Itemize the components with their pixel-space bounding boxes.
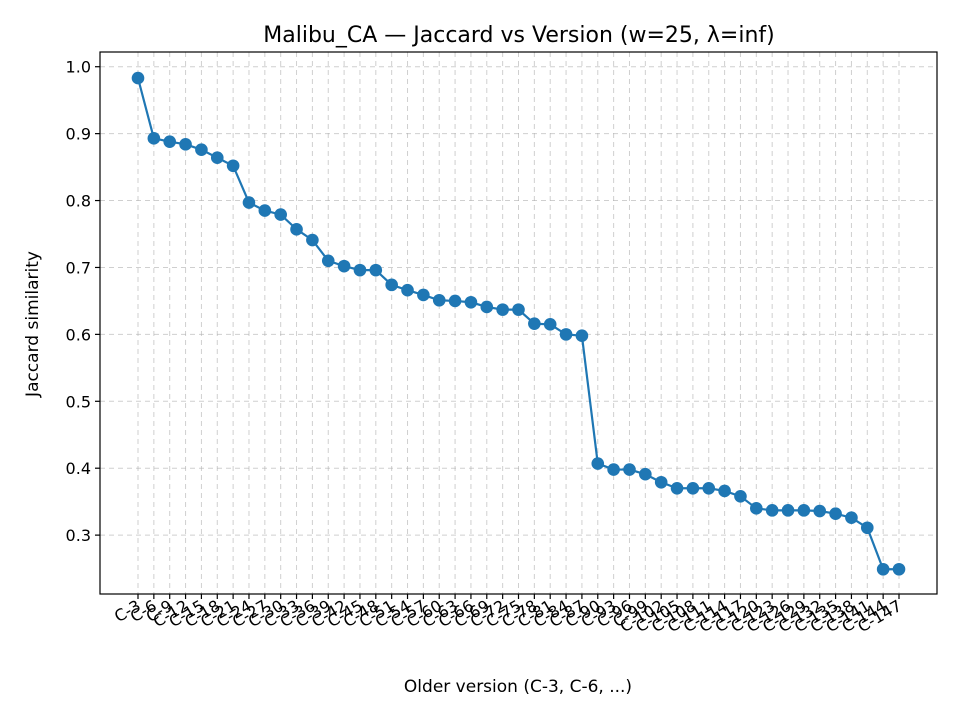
data-point xyxy=(734,490,747,503)
data-point xyxy=(591,457,605,470)
data-point xyxy=(670,481,684,495)
data-point xyxy=(829,507,842,521)
data-point xyxy=(718,484,731,498)
data-point xyxy=(337,259,351,273)
data-point xyxy=(623,463,636,476)
data-point xyxy=(860,521,874,535)
data-point xyxy=(242,196,256,209)
data-point xyxy=(290,223,303,236)
data-point xyxy=(845,511,858,525)
data-point xyxy=(607,463,620,476)
plot-frame xyxy=(99,51,938,595)
data-point xyxy=(210,151,224,165)
chart-title: Malibu_CA — Jaccard vs Version (w=25, λ=… xyxy=(263,23,774,48)
y-axis-label: Jaccard similarity xyxy=(23,251,43,398)
y-tick-label: 0.6 xyxy=(66,325,91,344)
y-tick-label: 0.3 xyxy=(66,526,91,545)
y-tick-label: 0.4 xyxy=(66,459,91,478)
y-tick-label: 0.5 xyxy=(66,392,91,411)
data-point xyxy=(543,318,557,331)
data-point xyxy=(432,293,446,307)
data-point xyxy=(147,132,161,145)
axes: C-3C-6C-9C-12C-15C-18C-21C-24C-27C-30C-3… xyxy=(66,51,938,636)
data-point xyxy=(480,300,494,314)
data-point xyxy=(528,317,541,330)
data-point xyxy=(306,233,319,247)
data-point xyxy=(686,481,700,495)
data-point xyxy=(464,295,478,309)
data-point xyxy=(369,263,383,277)
x-axis-label: Older version (C-3, C-6, ...) xyxy=(404,677,632,697)
data-point xyxy=(797,504,811,517)
series-line xyxy=(131,71,906,576)
data-point xyxy=(274,208,287,221)
data-point xyxy=(496,303,509,316)
grid xyxy=(100,52,937,594)
y-tick-label: 0.9 xyxy=(66,125,91,144)
data-point xyxy=(353,263,367,277)
data-point xyxy=(639,467,652,481)
data-point xyxy=(654,475,668,489)
data-point xyxy=(226,159,240,173)
data-point xyxy=(131,71,145,85)
data-point xyxy=(163,135,177,148)
data-point xyxy=(385,278,398,292)
data-point xyxy=(401,283,414,297)
data-point xyxy=(195,143,208,156)
y-tick-label: 0.7 xyxy=(66,258,91,277)
data-point xyxy=(876,562,890,576)
data-point xyxy=(575,329,589,343)
data-point xyxy=(702,481,716,495)
data-point xyxy=(448,294,462,308)
data-point xyxy=(512,303,525,316)
data-point xyxy=(321,254,335,268)
data-point xyxy=(813,504,827,518)
data-point xyxy=(179,138,192,151)
data-point xyxy=(258,204,272,217)
data-point xyxy=(559,328,573,341)
data-point xyxy=(750,502,763,515)
y-tick-label: 0.8 xyxy=(66,192,91,211)
y-tick-label: 1.0 xyxy=(66,58,91,77)
data-point xyxy=(765,504,779,517)
data-point xyxy=(781,504,795,517)
data-point xyxy=(417,288,430,302)
data-point xyxy=(892,562,906,576)
